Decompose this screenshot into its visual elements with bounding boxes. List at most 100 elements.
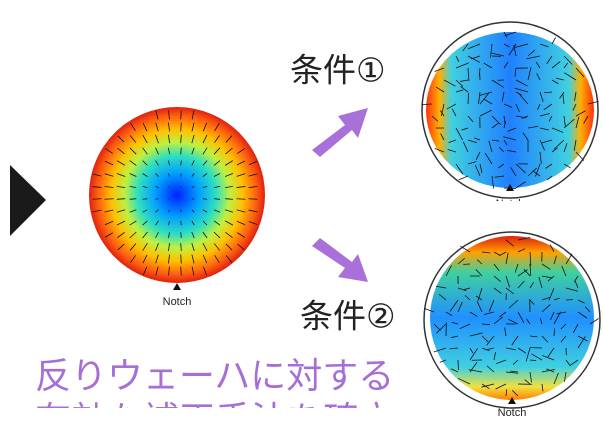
vector-arrow xyxy=(551,37,556,45)
vector-arrow xyxy=(562,94,565,105)
vector-arrow xyxy=(479,91,493,96)
vector-arrow xyxy=(505,371,519,374)
vector-arrow xyxy=(434,147,445,153)
vector-arrow xyxy=(457,287,467,292)
vector-arrow xyxy=(224,209,234,213)
vector-arrow xyxy=(116,198,126,200)
vector-arrow xyxy=(435,285,447,289)
vector-arrow xyxy=(180,173,182,177)
vector-arrow xyxy=(563,55,573,65)
vector-arrow xyxy=(142,231,148,239)
vector-arrow xyxy=(529,251,532,266)
notch-marker xyxy=(173,283,181,290)
vector-arrow xyxy=(225,231,233,239)
vector-arrow xyxy=(477,287,483,302)
vector-arrow xyxy=(155,147,159,155)
vector-arrow xyxy=(527,66,532,81)
vector-arrow xyxy=(539,43,549,48)
vector-arrow xyxy=(202,134,208,144)
vector-arrow xyxy=(457,258,465,265)
vector-arrow xyxy=(573,139,577,151)
vector-arrow xyxy=(563,163,571,169)
vector-arrow xyxy=(503,43,510,48)
vector-arrow xyxy=(451,108,457,117)
vector-arrow xyxy=(572,103,577,111)
vector-arrow xyxy=(168,173,170,177)
vector-arrow xyxy=(503,121,507,129)
vector-arrow xyxy=(517,347,527,354)
vector-arrow xyxy=(589,318,599,325)
vector-arrow xyxy=(488,299,495,312)
vector-arrow xyxy=(575,67,585,78)
vector-arrow xyxy=(551,61,561,69)
vector-arrow xyxy=(514,263,519,273)
vector-arrow xyxy=(237,148,245,154)
vector-arrow xyxy=(213,198,221,200)
vector-arrow xyxy=(168,209,170,213)
vector-arrow xyxy=(191,122,195,132)
vector-arrow xyxy=(481,323,490,326)
vector-arrow xyxy=(433,323,441,331)
vector-arrow xyxy=(168,122,170,132)
vector-arrow xyxy=(168,220,170,226)
vector-arrow xyxy=(526,55,541,60)
vector-arrow xyxy=(529,359,537,361)
vector-arrow xyxy=(116,220,126,226)
vector-arrow xyxy=(142,242,148,252)
vector-arrow xyxy=(543,91,553,94)
vector-arrow xyxy=(213,147,221,155)
vector-arrow xyxy=(225,135,233,143)
vector-arrow xyxy=(574,91,577,101)
vector-arrow xyxy=(460,86,469,93)
notch-marker xyxy=(506,184,514,191)
vector-arrow xyxy=(450,368,459,373)
vector-arrow xyxy=(479,93,489,105)
vector-arrow xyxy=(574,281,579,289)
vector-arrow xyxy=(511,335,519,346)
vector-arrow xyxy=(129,231,137,239)
vector-arrow xyxy=(493,251,501,256)
vector-arrow xyxy=(547,275,555,282)
vector-arrow xyxy=(551,79,559,85)
vector-arrow xyxy=(503,31,508,38)
vector-arrow xyxy=(514,67,517,77)
vector-arrow xyxy=(491,79,504,88)
vector-arrow xyxy=(92,173,102,177)
vector-arrow xyxy=(573,275,579,282)
vector-arrow xyxy=(155,242,159,252)
vector-arrow xyxy=(117,135,125,143)
vector-arrow xyxy=(155,173,159,177)
vector-arrow xyxy=(142,134,148,144)
vector-arrow xyxy=(478,91,481,105)
vector-arrow xyxy=(467,67,470,82)
vector-arrow xyxy=(455,79,464,87)
vector-arrow xyxy=(451,322,459,325)
vector-arrow xyxy=(104,209,114,213)
vector-arrow xyxy=(168,254,170,264)
vector-arrow xyxy=(214,122,220,132)
vector-arrow xyxy=(225,147,233,155)
clipped-text: 有効な補正手法を確立 xyxy=(35,400,395,408)
vector-arrow xyxy=(553,311,561,325)
vector-arrow xyxy=(541,335,549,343)
vector-arrow xyxy=(213,186,221,188)
vector-arrow xyxy=(469,332,483,337)
vector-arrow xyxy=(180,231,182,239)
vector-arrow xyxy=(514,43,529,48)
vector-arrow xyxy=(191,134,195,144)
vector-arrow xyxy=(237,243,245,251)
vector-arrow xyxy=(202,254,208,264)
vector-arrow xyxy=(519,94,529,105)
vector-arrow xyxy=(431,115,439,122)
vector-arrow xyxy=(155,122,159,132)
vector-arrow xyxy=(493,352,496,361)
vector-arrow xyxy=(180,243,182,251)
vector-arrow xyxy=(435,86,445,93)
vector-arrow xyxy=(142,147,148,155)
vector-arrow xyxy=(505,275,510,288)
vector-arrow xyxy=(491,175,494,189)
vector-arrow xyxy=(565,287,578,292)
vector-arrow xyxy=(475,269,483,277)
